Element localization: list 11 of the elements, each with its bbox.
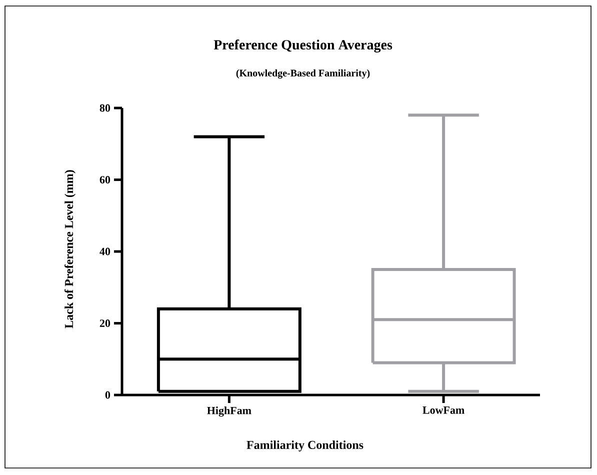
y-tick-label: 60 [100, 176, 110, 184]
y-tick-label: 80 [100, 104, 110, 112]
y-tick-label: 20 [100, 320, 110, 327]
x-tick-label: HighFam [207, 406, 252, 417]
y-tick-label: 40 [100, 248, 110, 256]
x-tick-label: LowFam [422, 406, 464, 414]
chart-subtitle: (Knowledge-Based Familiarity) [236, 69, 370, 79]
chart-title: Preference Question Averages [214, 40, 392, 52]
y-axis-title: Lack of Preference Level (mm) [64, 170, 76, 328]
x-axis-title: Familiarity Conditions [246, 440, 364, 452]
y-tick-label: 0 [105, 391, 110, 399]
